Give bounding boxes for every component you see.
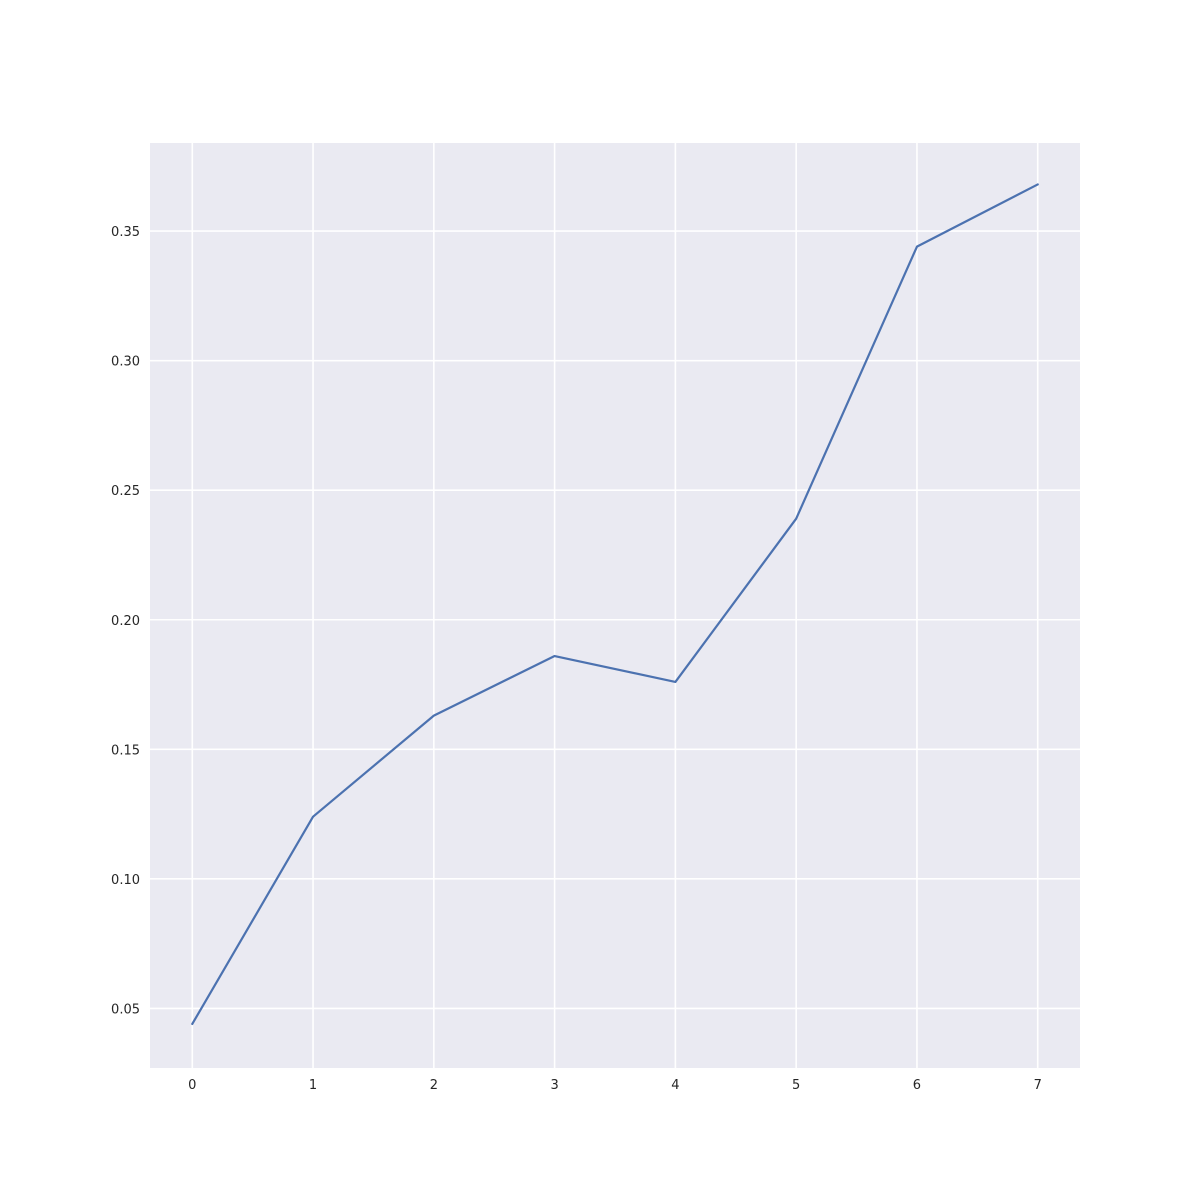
- x-tick-label: 0: [188, 1078, 196, 1093]
- series-line: [191, 183, 1039, 1026]
- y-tick-label: 0.30: [111, 355, 140, 370]
- x-tick-label: 1: [309, 1078, 317, 1093]
- plot-area: [150, 143, 1080, 1068]
- x-tick-label: 6: [913, 1078, 921, 1093]
- grid-lines: [150, 143, 1080, 1068]
- y-tick-label: 0.05: [111, 1002, 140, 1017]
- y-tick-label: 0.20: [111, 614, 140, 629]
- x-tick-label: 2: [430, 1078, 438, 1093]
- x-tick-label: 3: [550, 1078, 558, 1093]
- x-tick-label: 4: [671, 1078, 679, 1093]
- x-tick-label: 7: [1034, 1078, 1042, 1093]
- y-tick-label: 0.35: [111, 225, 140, 240]
- y-tick-label: 0.10: [111, 873, 140, 888]
- y-tick-label: 0.25: [111, 484, 140, 499]
- series-layer: [191, 183, 1039, 1026]
- x-axis-tick-labels: 0 1 2 3 4 5 6 7: [188, 1078, 1042, 1093]
- y-axis-tick-labels: 0.05 0.10 0.15 0.20 0.25 0.30 0.35: [111, 225, 140, 1017]
- x-tick-label: 5: [792, 1078, 800, 1093]
- y-tick-label: 0.15: [111, 743, 140, 758]
